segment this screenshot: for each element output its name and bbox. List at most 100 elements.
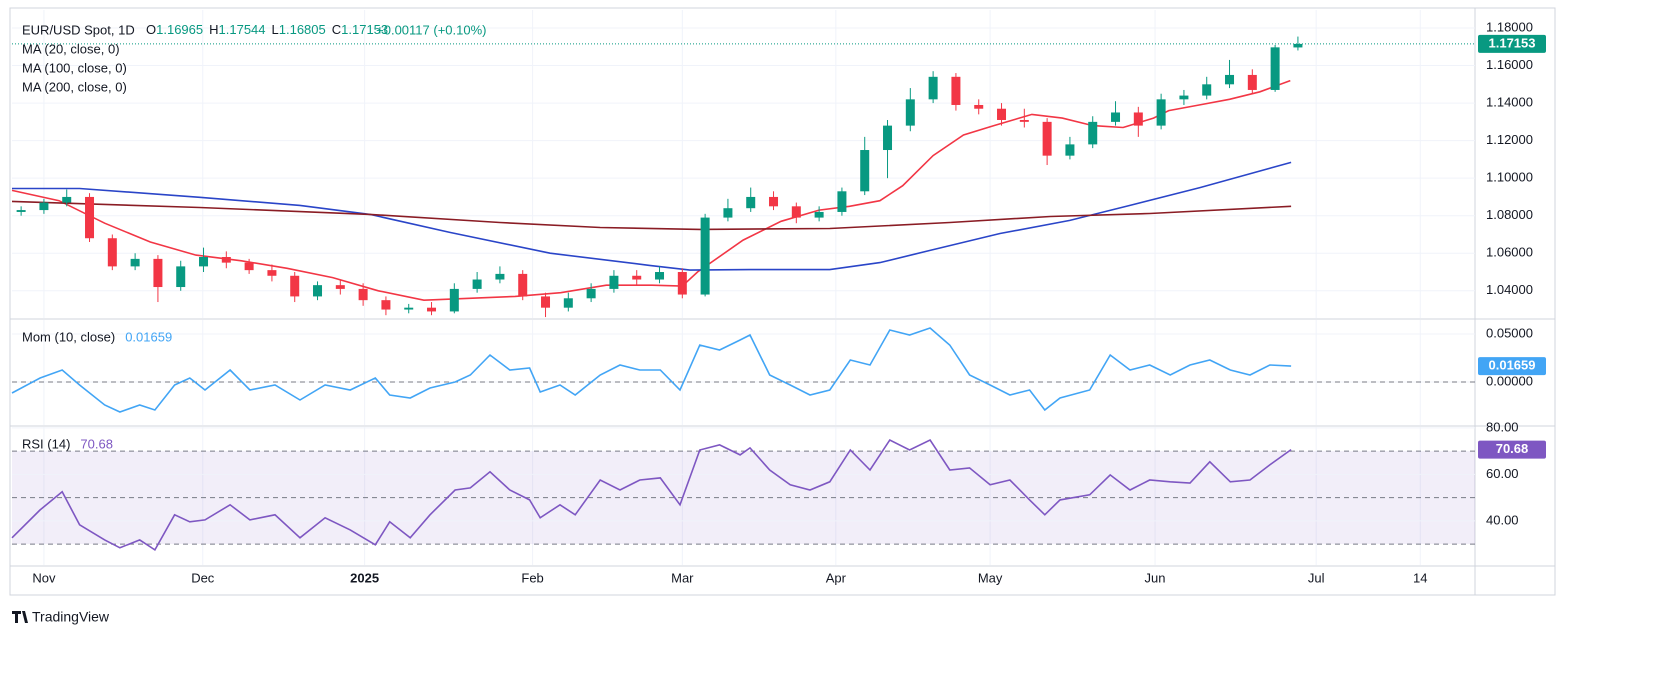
- x-tick-label: May: [978, 570, 1003, 585]
- candle-body: [609, 275, 619, 289]
- x-tick-label: Nov: [32, 570, 56, 585]
- brand-name: TradingView: [32, 609, 110, 625]
- legend-entry: MA (200, close, 0): [22, 79, 127, 94]
- candle-body: [905, 99, 915, 126]
- x-tick-label: Dec: [191, 570, 215, 585]
- candle-body: [358, 288, 368, 301]
- candle-body: [928, 76, 938, 100]
- candle-body: [746, 196, 756, 209]
- y-tick-label: 1.18000: [1486, 19, 1533, 34]
- candle-body: [62, 196, 72, 203]
- candle-body: [221, 257, 231, 263]
- candle-body: [655, 272, 665, 280]
- ohlc-value: 1.17544: [219, 22, 266, 37]
- candle-body: [267, 270, 277, 276]
- x-tick-label: Apr: [826, 570, 847, 585]
- candle-body: [883, 125, 893, 151]
- x-tick-label: Jun: [1145, 570, 1166, 585]
- candle-body: [541, 296, 551, 308]
- x-tick-label: 2025: [350, 570, 379, 585]
- symbol: EUR/USD Spot, 1D: [22, 22, 135, 37]
- candle-body: [290, 275, 300, 297]
- candle-body: [495, 273, 505, 280]
- last-price-badge: [1478, 34, 1546, 53]
- ohlc-prefix: C: [332, 22, 341, 37]
- candle-body: [335, 285, 345, 289]
- y-tick-label: 60.00: [1486, 466, 1519, 481]
- candle-body: [85, 196, 95, 239]
- plot-layer: Nov Dec 2025 Feb Mar Apr May Jun Jul 141.180001.1…: [11, 10, 1546, 585]
- ohlc-prefix: O: [146, 22, 156, 37]
- y-tick-label: 1.12000: [1486, 132, 1533, 147]
- candle-body: [814, 211, 824, 218]
- pane-value-badge: [1478, 440, 1546, 459]
- y-tick-label: 1.14000: [1486, 95, 1533, 110]
- candle-body: [677, 272, 687, 295]
- ohlc: O1.16965 H1.17544 L1.16805 C1.17153: [146, 22, 388, 37]
- pane-legend: Mom (10, close): [22, 329, 115, 344]
- candle-body: [951, 76, 961, 105]
- ohlc-value: 1.16805: [279, 22, 326, 37]
- candle-body: [632, 275, 642, 280]
- candle-body: [1179, 95, 1189, 100]
- candle-body: [1270, 47, 1280, 90]
- frame: [9, 7, 1556, 596]
- pane-value-badge-label: 0.01659: [1489, 358, 1536, 373]
- candle-body: [563, 298, 573, 308]
- pane-legend-value: 0.01659: [125, 329, 172, 344]
- last-price-badge-label: 1.17153: [1489, 35, 1536, 50]
- y-tick-label: 80.00: [1486, 419, 1519, 434]
- y-tick-label: 1.16000: [1486, 57, 1533, 72]
- candle-body: [1088, 121, 1098, 145]
- candle-body: [427, 307, 437, 312]
- series-line: [12, 161, 1292, 271]
- series-line: [11, 79, 1291, 302]
- candle-body: [130, 258, 140, 267]
- pane-legend-value: 70.68: [80, 436, 113, 451]
- candle-body: [700, 217, 710, 295]
- candle-body: [381, 300, 391, 310]
- series-line: [11, 327, 1292, 413]
- candle-body: [107, 238, 117, 267]
- y-tick-label: 1.04000: [1486, 282, 1533, 297]
- candle-body: [1133, 112, 1143, 126]
- candle-body: [153, 258, 163, 288]
- candle-body: [449, 288, 459, 312]
- ohlc-value: 1.16965: [156, 22, 203, 37]
- series-line: [11, 438, 1292, 552]
- x-tick-label: Feb: [521, 570, 543, 585]
- candle-body: [586, 288, 596, 299]
- y-tick-label: 1.10000: [1486, 170, 1533, 185]
- candle-body: [1202, 84, 1212, 96]
- pane-value-badge: [1478, 357, 1546, 376]
- candle-body: [1065, 144, 1075, 156]
- y-tick-label: 1.06000: [1486, 245, 1533, 260]
- candle-body: [1156, 99, 1166, 126]
- candle-body: [837, 191, 847, 212]
- candle-body: [313, 285, 323, 297]
- x-tick-label: Jul: [1308, 570, 1325, 585]
- pane-value-badge-label: 70.68: [1496, 441, 1529, 456]
- candle-body: [723, 208, 733, 218]
- candle-body: [769, 196, 779, 207]
- y-tick-label: 1.08000: [1486, 207, 1533, 222]
- candle-body: [518, 273, 528, 297]
- change: +0.00117 (+0.10%): [376, 22, 486, 37]
- candle-body: [199, 257, 209, 267]
- candle-body: [404, 307, 414, 310]
- x-tick-label: Mar: [671, 570, 694, 585]
- branding: TradingView: [12, 609, 110, 625]
- y-tick-label: 0.05000: [1486, 325, 1533, 340]
- candle-body: [472, 279, 482, 289]
- header: EUR/USD Spot, 1D O1.16965 H1.17544 L1.1680…: [22, 22, 486, 37]
- candle-body: [1225, 74, 1235, 85]
- ohlc-value: 1.17153: [341, 22, 388, 37]
- candle-body: [1247, 74, 1257, 90]
- candle-body: [997, 108, 1007, 120]
- y-tick-label: 40.00: [1486, 512, 1519, 527]
- series-line: [11, 200, 1292, 231]
- candle-body: [791, 206, 801, 218]
- ohlc-prefix: L: [272, 22, 279, 37]
- legend-entry: MA (100, close, 0): [22, 60, 127, 75]
